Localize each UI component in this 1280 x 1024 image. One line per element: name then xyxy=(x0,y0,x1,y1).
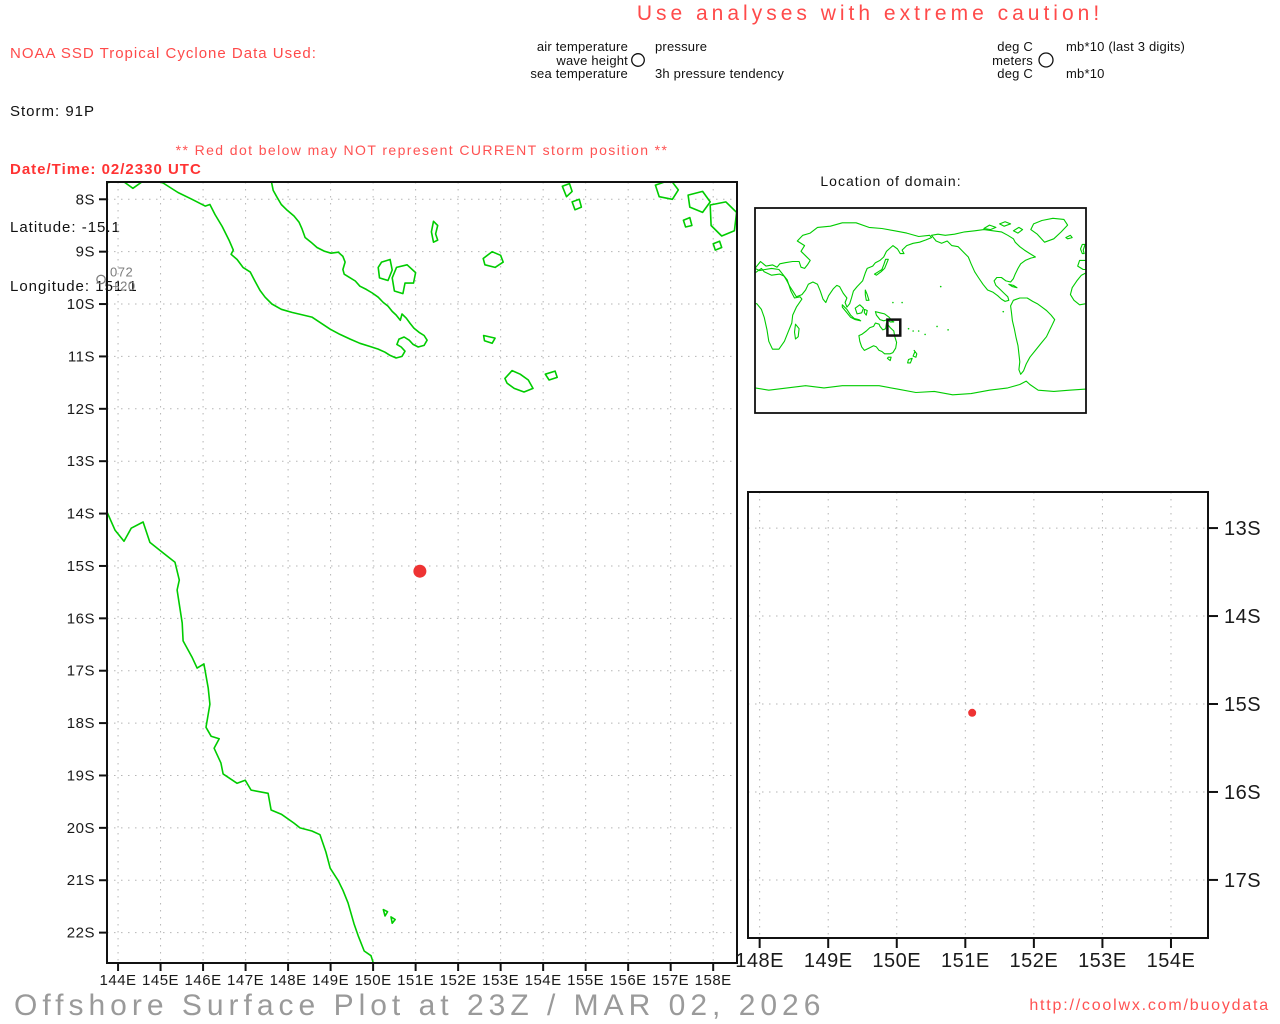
x-tick-label: 151E xyxy=(397,972,434,989)
storm-longitude: Longitude: 151.1 xyxy=(10,277,138,295)
y-tick-label: 17S xyxy=(1224,870,1261,892)
map-border xyxy=(106,181,738,964)
x-tick-label: 144E xyxy=(100,972,137,989)
storm-position-dot xyxy=(968,708,977,717)
y-tick-label: 16S xyxy=(1224,782,1261,804)
legend-pressure: pressure xyxy=(655,39,708,54)
legend-pressure-tendency: 3h pressure tendency xyxy=(655,66,785,81)
legend-air-temperature: air temperature xyxy=(536,39,628,54)
x-tick-label: 150E xyxy=(355,972,392,989)
y-tick-label: 8S xyxy=(76,191,95,208)
y-tick-label: 12S xyxy=(67,401,95,418)
x-tick-label: 150E xyxy=(872,950,921,972)
grid-lines xyxy=(107,182,737,963)
x-tick-label: 155E xyxy=(567,972,604,989)
x-tick-label: 146E xyxy=(185,972,222,989)
station-plot: 072+20 xyxy=(96,264,136,293)
legend-unit-mb10-digits: mb*10 (last 3 digits) xyxy=(1066,39,1186,54)
storm-latitude: Latitude: -15.1 xyxy=(10,219,121,237)
zoom-map-inset: 148E 149E 150E 151E 152E 153E 154E 13S 14S 15S 16S… xyxy=(735,491,1261,972)
x-tick-label: 152E xyxy=(440,972,477,989)
x-tick-label: 154E xyxy=(1147,950,1196,972)
x-tick-label: 158E xyxy=(695,972,732,989)
y-tick-label: 14S xyxy=(1224,606,1261,628)
plot-title: Offshore Surface Plot at 23Z / MAR 02, 2… xyxy=(14,989,826,1022)
y-tick-label: 10S xyxy=(67,296,95,313)
y-tick-label: 17S xyxy=(67,663,95,680)
caution-banner: Use analyses with extreme caution! xyxy=(636,2,1104,25)
storm-id: Storm: 91P xyxy=(10,103,96,121)
legend-unit-mb10: mb*10 xyxy=(1066,66,1105,81)
storm-position-dot xyxy=(413,564,427,578)
x-tick-label: 152E xyxy=(1010,950,1059,972)
x-tick-label: 149E xyxy=(804,950,853,972)
storm-datetime: Date/Time: 02/2330 UTC xyxy=(10,161,202,179)
y-tick-label: 14S xyxy=(67,506,95,523)
y-tick-label: 15S xyxy=(67,558,95,575)
y-tick-label: 15S xyxy=(1224,694,1261,716)
world-inset-title: Location of domain: xyxy=(820,173,962,189)
station-circle-icon xyxy=(628,40,648,81)
station-circle-icon xyxy=(1033,40,1059,81)
y-tick-label: 20S xyxy=(67,820,95,837)
x-tick-label: 149E xyxy=(312,972,349,989)
y-tick-label: 9S xyxy=(76,244,95,261)
source-url[interactable]: http://coolwx.com/buoydata xyxy=(1029,997,1270,1014)
world-coastlines xyxy=(755,217,1086,396)
storm-data-source: NOAA SSD Tropical Cyclone Data Used: xyxy=(10,44,317,62)
x-tick-label: 154E xyxy=(525,972,562,989)
legend-unit-degc-sea: deg C xyxy=(997,66,1033,81)
y-tick-label: 13S xyxy=(1224,518,1261,540)
y-tick-label: 13S xyxy=(67,453,95,470)
y-tick-label: 22S xyxy=(67,925,95,942)
x-tick-label: 153E xyxy=(1078,950,1127,972)
x-tick-label: 153E xyxy=(482,972,519,989)
x-tick-label: 147E xyxy=(227,972,264,989)
world-map-border xyxy=(754,207,1087,414)
grid-lines xyxy=(748,492,1208,938)
x-tick-label: 148E xyxy=(270,972,307,989)
y-tick-label: 21S xyxy=(67,872,95,889)
legend-unit-meters: meters xyxy=(992,52,1033,68)
coastlines xyxy=(107,182,737,963)
axis-ticks-and-labels: 144E 145E 146E 147E 148E 149E 150E 151E 152E 153E… xyxy=(67,191,732,989)
station-pressure-value: 072 xyxy=(110,264,133,279)
legend-sea-temperature: sea temperature xyxy=(530,66,628,81)
y-tick-label: 18S xyxy=(67,715,95,732)
y-tick-label: 11S xyxy=(68,348,95,365)
y-tick-label: 16S xyxy=(67,610,95,627)
station-model-legend-units: deg C meters deg C mb*10 (last 3 digits)… xyxy=(905,40,1280,81)
x-tick-label: 156E xyxy=(610,972,647,989)
storm-info-block: NOAA SSD Tropical Cyclone Data Used: Sto… xyxy=(10,5,317,316)
axis-ticks-and-labels: 148E 149E 150E 151E 152E 153E 154E 13S 14S 15S 16S… xyxy=(735,518,1261,972)
legend-unit-degc-air: deg C xyxy=(997,39,1033,54)
map-border xyxy=(747,491,1209,939)
legend-wave-height: wave height xyxy=(556,52,628,68)
storm-position-warning: ** Red dot below may NOT represent CURRE… xyxy=(175,142,669,158)
x-tick-label: 148E xyxy=(735,950,784,972)
station-model-legend-observations: air temperature wave height sea temperat… xyxy=(455,40,838,81)
x-tick-label: 151E xyxy=(941,950,990,972)
world-map-inset xyxy=(754,207,1087,414)
domain-location-box xyxy=(886,318,902,337)
x-tick-label: 157E xyxy=(652,972,689,989)
main-map: 072+20 144E 145E 146E 147E 148E 149E 150E 151E 15… xyxy=(67,181,738,989)
x-tick-label: 145E xyxy=(142,972,179,989)
station-tendency-value: +20 xyxy=(112,278,136,293)
y-tick-label: 19S xyxy=(67,767,95,784)
